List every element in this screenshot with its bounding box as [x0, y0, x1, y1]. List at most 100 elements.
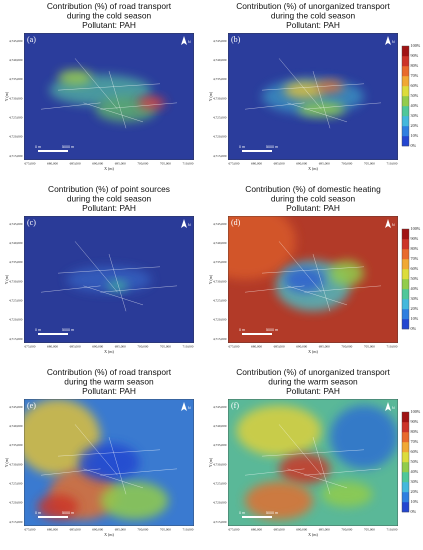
x-tick-label: 690,000: [92, 527, 103, 532]
scale-start: 0 m: [239, 511, 245, 515]
x-tick-label: 705,000: [160, 344, 171, 349]
y-tick-label: 4,715,000: [213, 520, 227, 525]
colorbar-bin: [402, 116, 409, 127]
scale-bar: [38, 516, 68, 518]
x-axis-label: X (m): [104, 349, 114, 354]
y-tick-label: 4,715,000: [213, 154, 227, 159]
x-tick-label: 710,000: [182, 161, 193, 166]
panel-title: Pollutant: PAH: [82, 203, 136, 213]
north-arrow: [181, 402, 187, 411]
colorbar-label: 70%: [411, 256, 419, 261]
y-tick-label: 4,740,000: [213, 58, 227, 63]
x-tick-label: 695,000: [115, 161, 126, 166]
x-tick-label: 710,000: [182, 344, 193, 349]
map-area: [228, 399, 398, 526]
scale-bar: [38, 333, 68, 335]
x-tick-label: 705,000: [364, 527, 375, 532]
y-axis-label: Y (m): [208, 91, 213, 101]
x-axis-label: X (m): [308, 532, 318, 537]
map-panel: Contribution (%) of unorganized transpor…: [208, 1, 398, 171]
y-tick-label: 4,730,000: [9, 462, 23, 467]
map-panel: Contribution (%) of unorganized transpor…: [208, 367, 398, 537]
road: [100, 285, 178, 293]
colorbar-label: 70%: [411, 73, 419, 78]
concentration-zone: [321, 481, 373, 507]
colorbar-bin: [402, 66, 409, 77]
x-tick-label: 700,000: [137, 344, 148, 349]
concentration-zone: [316, 79, 344, 93]
road: [74, 424, 118, 476]
concentration-zone: [58, 69, 92, 86]
x-tick-label: 690,000: [92, 161, 103, 166]
concentration-zone: [330, 260, 364, 286]
y-tick-label: 4,715,000: [9, 337, 23, 342]
road: [108, 254, 127, 312]
scale-start: 0 m: [35, 328, 41, 332]
road: [40, 285, 101, 293]
x-axis-label: X (m): [104, 166, 114, 171]
y-tick-label: 4,745,000: [9, 405, 23, 410]
y-axis-label: Y (m): [4, 457, 9, 467]
panel-label: (a): [27, 35, 36, 44]
panel-title: during the warm season: [64, 377, 154, 387]
scale-end: 5000 m: [62, 511, 74, 515]
concentration-zone: [137, 96, 166, 110]
colorbar-bin: [402, 46, 409, 57]
y-tick-label: 4,720,000: [213, 318, 227, 323]
colorbar-label: 80%: [411, 429, 419, 434]
colorbar-bin: [402, 462, 409, 473]
y-axis-label: Y (m): [208, 274, 213, 284]
north-arrow: [181, 36, 187, 45]
road: [261, 266, 365, 274]
concentration-zone: [330, 405, 398, 469]
colorbar-label: 0%: [411, 509, 417, 514]
colorbar-label: 70%: [411, 439, 419, 444]
x-tick-label: 690,000: [296, 344, 307, 349]
scale-start: 0 m: [35, 145, 41, 149]
colorbar-bin: [402, 412, 409, 423]
y-tick-label: 4,730,000: [213, 462, 227, 467]
x-tick-label: 695,000: [115, 344, 126, 349]
north-label: N: [188, 40, 191, 44]
x-tick-label: 675,000: [24, 344, 35, 349]
y-tick-label: 4,730,000: [9, 279, 23, 284]
north-arrow: [181, 219, 187, 228]
colorbar-label: 10%: [411, 316, 419, 321]
scale-bar: [242, 333, 272, 335]
y-tick-label: 4,715,000: [9, 520, 23, 525]
y-tick-label: 4,735,000: [213, 260, 227, 265]
colorbar: 0% 10% 20% 30% 40% 50% 60% 70% 80% 90% 100%: [401, 43, 421, 148]
panel-label: (f): [231, 401, 239, 410]
colorbar-label: 80%: [411, 63, 419, 68]
y-axis-label: Y (m): [208, 457, 213, 467]
colorbar-label: 100%: [411, 43, 421, 48]
x-tick-label: 680,000: [251, 161, 262, 166]
y-tick-label: 4,730,000: [213, 279, 227, 284]
colorbar-label: 80%: [411, 246, 419, 251]
colorbar-label: 10%: [411, 133, 419, 138]
colorbar-label: 40%: [411, 286, 419, 291]
scale-start: 0 m: [239, 145, 245, 149]
x-tick-label: 685,000: [274, 344, 285, 349]
colorbar-label: 60%: [411, 449, 419, 454]
colorbar-label: 60%: [411, 266, 419, 271]
colorbar-label: 10%: [411, 499, 419, 504]
colorbar-bin: [402, 269, 409, 280]
road: [57, 449, 161, 457]
colorbar-label: 50%: [411, 276, 419, 281]
colorbar-bin: [402, 259, 409, 270]
colorbar-label: 40%: [411, 469, 419, 474]
colorbar-bin: [402, 299, 409, 310]
colorbar-bin: [402, 319, 409, 330]
colorbar-frame: [401, 411, 410, 513]
scale-end: 5000 m: [266, 328, 278, 332]
north-arrow: [385, 402, 391, 411]
colorbar-bin: [402, 56, 409, 67]
road: [244, 468, 305, 476]
y-tick-label: 4,735,000: [213, 77, 227, 82]
y-tick-label: 4,720,000: [213, 501, 227, 506]
panel-label: (c): [27, 218, 36, 227]
road: [287, 102, 348, 123]
concentration-zone: [37, 494, 79, 520]
road: [74, 241, 118, 293]
